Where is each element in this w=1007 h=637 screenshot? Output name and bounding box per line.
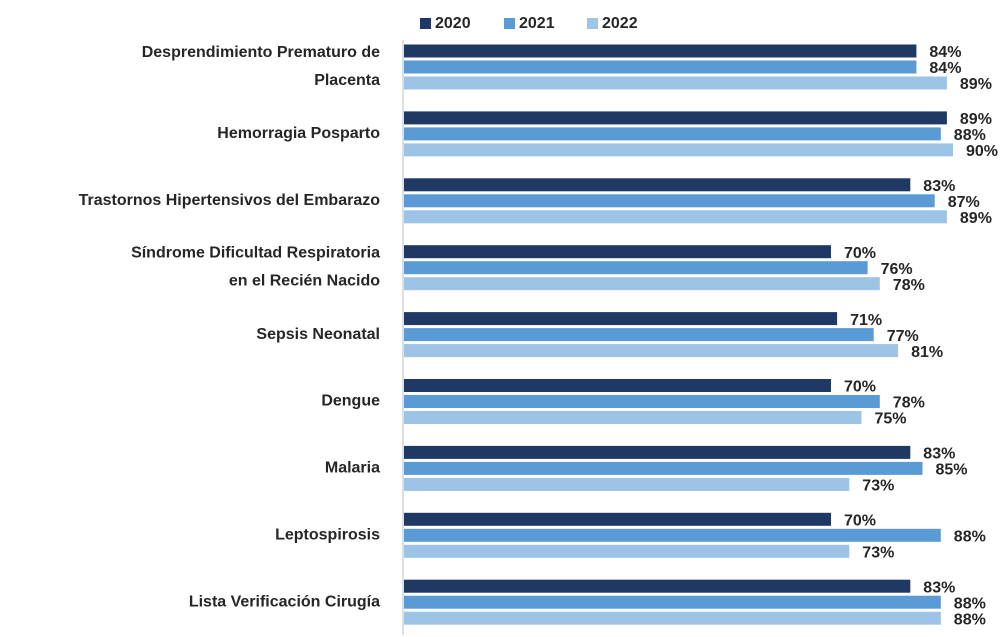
legend-swatch	[587, 18, 598, 29]
category-label: Síndrome Dificultad Respiratoria en el Re…	[131, 245, 380, 290]
bar	[404, 210, 947, 224]
bar	[404, 344, 899, 358]
bar	[404, 312, 838, 326]
bar	[404, 477, 850, 491]
value-label: 73%	[862, 545, 894, 562]
value-label: 88%	[954, 127, 986, 144]
value-label: 71%	[850, 312, 882, 329]
bar	[404, 544, 850, 558]
bar	[404, 595, 941, 609]
legend-label: 2021	[519, 15, 555, 32]
category-label: Sepsis Neonatal	[256, 326, 380, 343]
value-label: 88%	[954, 529, 986, 546]
bar	[404, 143, 953, 157]
category-label: Hemorragia Posparto	[217, 125, 380, 142]
value-label: 89%	[960, 111, 992, 128]
category-label: Trastornos Hipertensivos del Embarazo	[79, 192, 381, 209]
value-label: 75%	[875, 411, 907, 428]
value-label: 88%	[954, 611, 986, 628]
value-label: 70%	[844, 379, 876, 396]
bar	[404, 76, 947, 90]
bar	[404, 611, 941, 625]
value-label: 88%	[954, 595, 986, 612]
bar	[404, 277, 880, 291]
legend-swatch	[504, 18, 515, 29]
bar	[404, 461, 923, 475]
bar	[404, 579, 911, 593]
value-label: 70%	[844, 245, 876, 262]
bar	[404, 127, 941, 141]
value-label: 70%	[844, 513, 876, 530]
bar	[404, 245, 831, 259]
legend-label: 2020	[435, 15, 471, 32]
value-label: 78%	[893, 395, 925, 412]
value-label: 83%	[923, 446, 955, 463]
value-label: 85%	[936, 462, 968, 479]
bar	[404, 379, 831, 392]
bar	[404, 528, 941, 542]
value-label: 89%	[960, 210, 992, 227]
bar	[404, 60, 917, 74]
category-label: Lista Verificación Cirugía	[189, 593, 380, 610]
legend-label: 2022	[602, 15, 638, 32]
bar	[404, 328, 874, 342]
value-label: 76%	[881, 261, 913, 278]
bar	[404, 44, 917, 58]
value-label: 73%	[862, 478, 894, 495]
category-label: Malaria	[325, 460, 380, 477]
value-label: 84%	[929, 60, 961, 77]
value-label: 83%	[923, 579, 955, 596]
value-label: 81%	[911, 344, 943, 361]
bar	[404, 445, 911, 459]
bar	[404, 395, 880, 408]
bar	[404, 178, 911, 192]
bar	[404, 261, 868, 275]
value-label: 87%	[948, 194, 980, 211]
bar	[404, 111, 947, 125]
value-label: 77%	[887, 328, 919, 345]
category-label: Leptospirosis	[275, 527, 380, 544]
value-label: 83%	[923, 178, 955, 195]
value-label: 84%	[929, 44, 961, 61]
category-label: Dengue	[321, 393, 380, 410]
category-label: Desprendimiento Prematuro de Placenta	[142, 44, 380, 89]
value-label: 89%	[960, 76, 992, 93]
legend-swatch	[420, 18, 431, 29]
value-label: 90%	[966, 143, 998, 160]
bar	[404, 194, 935, 208]
bar	[404, 411, 862, 424]
value-label: 78%	[893, 277, 925, 294]
bar	[404, 512, 831, 526]
